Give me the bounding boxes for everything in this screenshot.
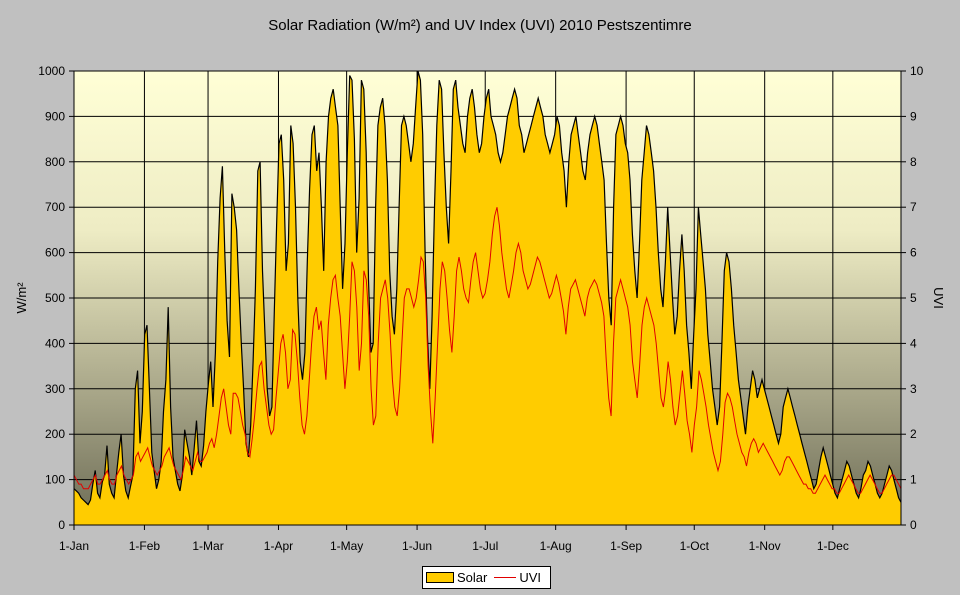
y2-axis-label: UVI — [931, 287, 946, 309]
y-tick-label: 200 — [45, 427, 65, 441]
y2-tick-label: 1 — [910, 473, 917, 487]
y2-tick-label: 4 — [910, 336, 917, 350]
y-tick-label: 500 — [45, 291, 65, 305]
x-tick-label: 1-Apr — [264, 539, 293, 553]
legend-label-solar: Solar — [457, 570, 488, 585]
solar-series-layer — [73, 70, 902, 525]
chart-title: Solar Radiation (W/m²) and UV Index (UVI… — [268, 17, 692, 34]
uvi-series-layer — [73, 207, 902, 494]
y-tick-label: 400 — [45, 336, 65, 350]
y-tick-label: 700 — [45, 200, 65, 214]
y-tick-label: 1000 — [38, 64, 65, 78]
y-tick-label: 100 — [45, 473, 65, 487]
legend: Solar UVI — [422, 566, 551, 589]
x-tick-label: 1-Dec — [817, 539, 849, 553]
y-tick-label: 600 — [45, 246, 65, 260]
y-tick-label: 300 — [45, 382, 65, 396]
legend-label-uvi: UVI — [519, 570, 542, 585]
y2-tick-label: 10 — [910, 64, 924, 78]
x-tick-label: 1-Jun — [402, 539, 432, 553]
uvi-line — [73, 207, 902, 494]
y2-tick-label: 3 — [910, 382, 917, 396]
y2-tick-label: 9 — [910, 109, 917, 123]
axes: 0 100 200 300 400 500 600 700 800 900 1000 0 1 2 3 4 5 6 7… — [38, 64, 923, 553]
y2-tick-label: 6 — [910, 246, 917, 260]
y2-tick-label: 7 — [910, 200, 917, 214]
y-tick-label: 900 — [45, 109, 65, 123]
x-tick-label: 1-Jan — [59, 539, 89, 553]
y2-tick-label: 8 — [910, 155, 917, 169]
y-tick-label: 0 — [58, 518, 65, 532]
x-tick-label: 1-Feb — [129, 539, 161, 553]
x-tick-label: 1-Aug — [540, 539, 572, 553]
solar-area — [74, 71, 901, 525]
x-tick-label: 1-May — [330, 539, 363, 553]
x-tick-label: 1-Nov — [749, 539, 781, 553]
y2-tick-label: 0 — [910, 518, 917, 532]
y-tick-label: 800 — [45, 155, 65, 169]
y2-tick-label: 5 — [910, 291, 917, 305]
legend-swatch-uvi — [494, 577, 517, 578]
x-tick-label: 1-Jul — [472, 539, 498, 553]
x-tick-label: 1-Mar — [192, 539, 223, 553]
x-tick-label: 1-Sep — [610, 539, 642, 553]
y2-tick-label: 2 — [910, 427, 917, 441]
y-axis-label: W/m² — [14, 282, 29, 314]
x-tick-label: 1-Oct — [680, 539, 710, 553]
solar-outline — [73, 70, 902, 506]
legend-swatch-solar — [426, 572, 454, 583]
